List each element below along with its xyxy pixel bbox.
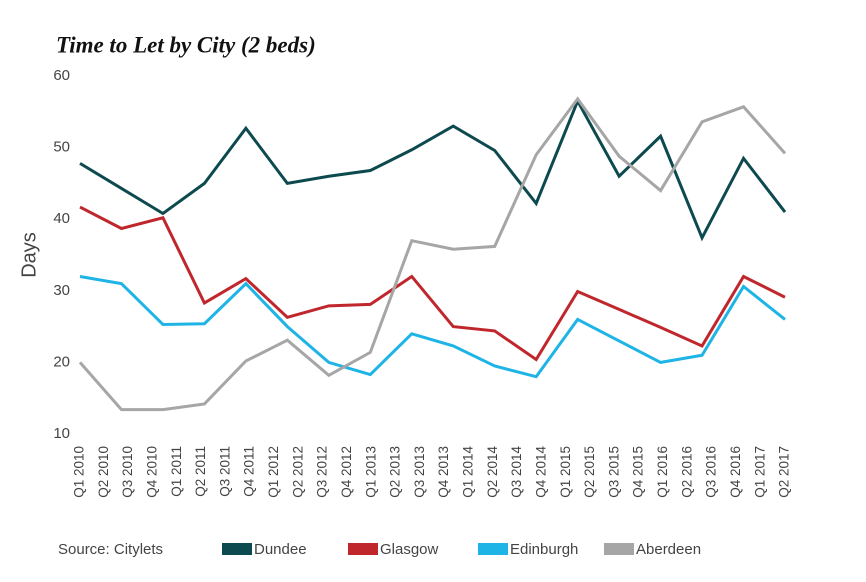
- x-tick-label: Q2 2017: [777, 446, 792, 498]
- legend-label: Aberdeen: [636, 541, 701, 558]
- x-tick-label: Q3 2013: [412, 446, 427, 498]
- y-tick-label: 40: [53, 210, 70, 227]
- y-tick-label: 30: [53, 282, 70, 299]
- line-0: [79, 97, 787, 242]
- x-tick-label: Q1 2017: [752, 446, 767, 498]
- x-tick-label: Q3 2012: [315, 446, 330, 498]
- x-tick-label: Q4 2016: [728, 446, 743, 498]
- x-tick-label: Q2 2013: [388, 446, 403, 498]
- x-tick-label: Q1 2014: [461, 446, 476, 498]
- y-tick-label: 20: [53, 353, 70, 370]
- x-tick-label: Q4 2012: [339, 446, 354, 498]
- line-2: [79, 275, 786, 379]
- x-tick-label: Q2 2011: [193, 446, 208, 497]
- y-tick-label: 60: [53, 67, 70, 84]
- source: Source: Citylets: [58, 541, 163, 558]
- y-axis-label: Days: [18, 232, 40, 278]
- x-tick-label: Q2 2012: [290, 446, 305, 498]
- x-tick-label: Q3 2015: [606, 446, 621, 498]
- x-tick-label: Q2 2016: [679, 446, 694, 498]
- x-tick-label: Q2 2014: [485, 446, 500, 498]
- x-tick-label: Q3 2011: [217, 446, 232, 497]
- legend-label: Glasgow: [380, 541, 439, 558]
- legend-swatch: [348, 543, 378, 555]
- legend-label: Dundee: [254, 541, 307, 558]
- x-tick-label: Q4 2015: [631, 446, 646, 498]
- x-tick-label: Q4 2013: [436, 446, 451, 498]
- x-tick-label: Q2 2010: [96, 446, 111, 498]
- x-tick-label: Q4 2014: [533, 446, 548, 498]
- line-3: [78, 96, 787, 412]
- x-tick-label: Q1 2016: [655, 446, 670, 498]
- line-1: [79, 205, 786, 362]
- legend-label: Edinburgh: [510, 541, 578, 558]
- legend-swatch: [478, 543, 508, 555]
- x-tick-label: Q2 2015: [582, 446, 597, 498]
- x-tick-label: Q4 2011: [242, 446, 257, 497]
- x-tick-label: Q3 2010: [120, 446, 135, 498]
- x-tick-label: Q1 2011: [169, 446, 184, 497]
- y-tick-label: 50: [53, 139, 70, 156]
- y-tick-label: 10: [53, 425, 70, 442]
- x-tick-label: Q1 2012: [266, 446, 281, 498]
- chart-title: Time to Let by City (2 beds): [56, 32, 316, 57]
- x-tick-label: Q4 2010: [144, 446, 159, 498]
- x-tick-label: Q1 2015: [558, 446, 573, 498]
- x-tick-label: Q1 2013: [363, 446, 378, 498]
- x-tick-label: Q3 2014: [509, 446, 524, 498]
- legend-swatch: [604, 543, 634, 555]
- x-tick-label: Q3 2016: [704, 446, 719, 498]
- legend-swatch: [222, 543, 252, 555]
- x-tick-label: Q1 2010: [72, 446, 87, 498]
